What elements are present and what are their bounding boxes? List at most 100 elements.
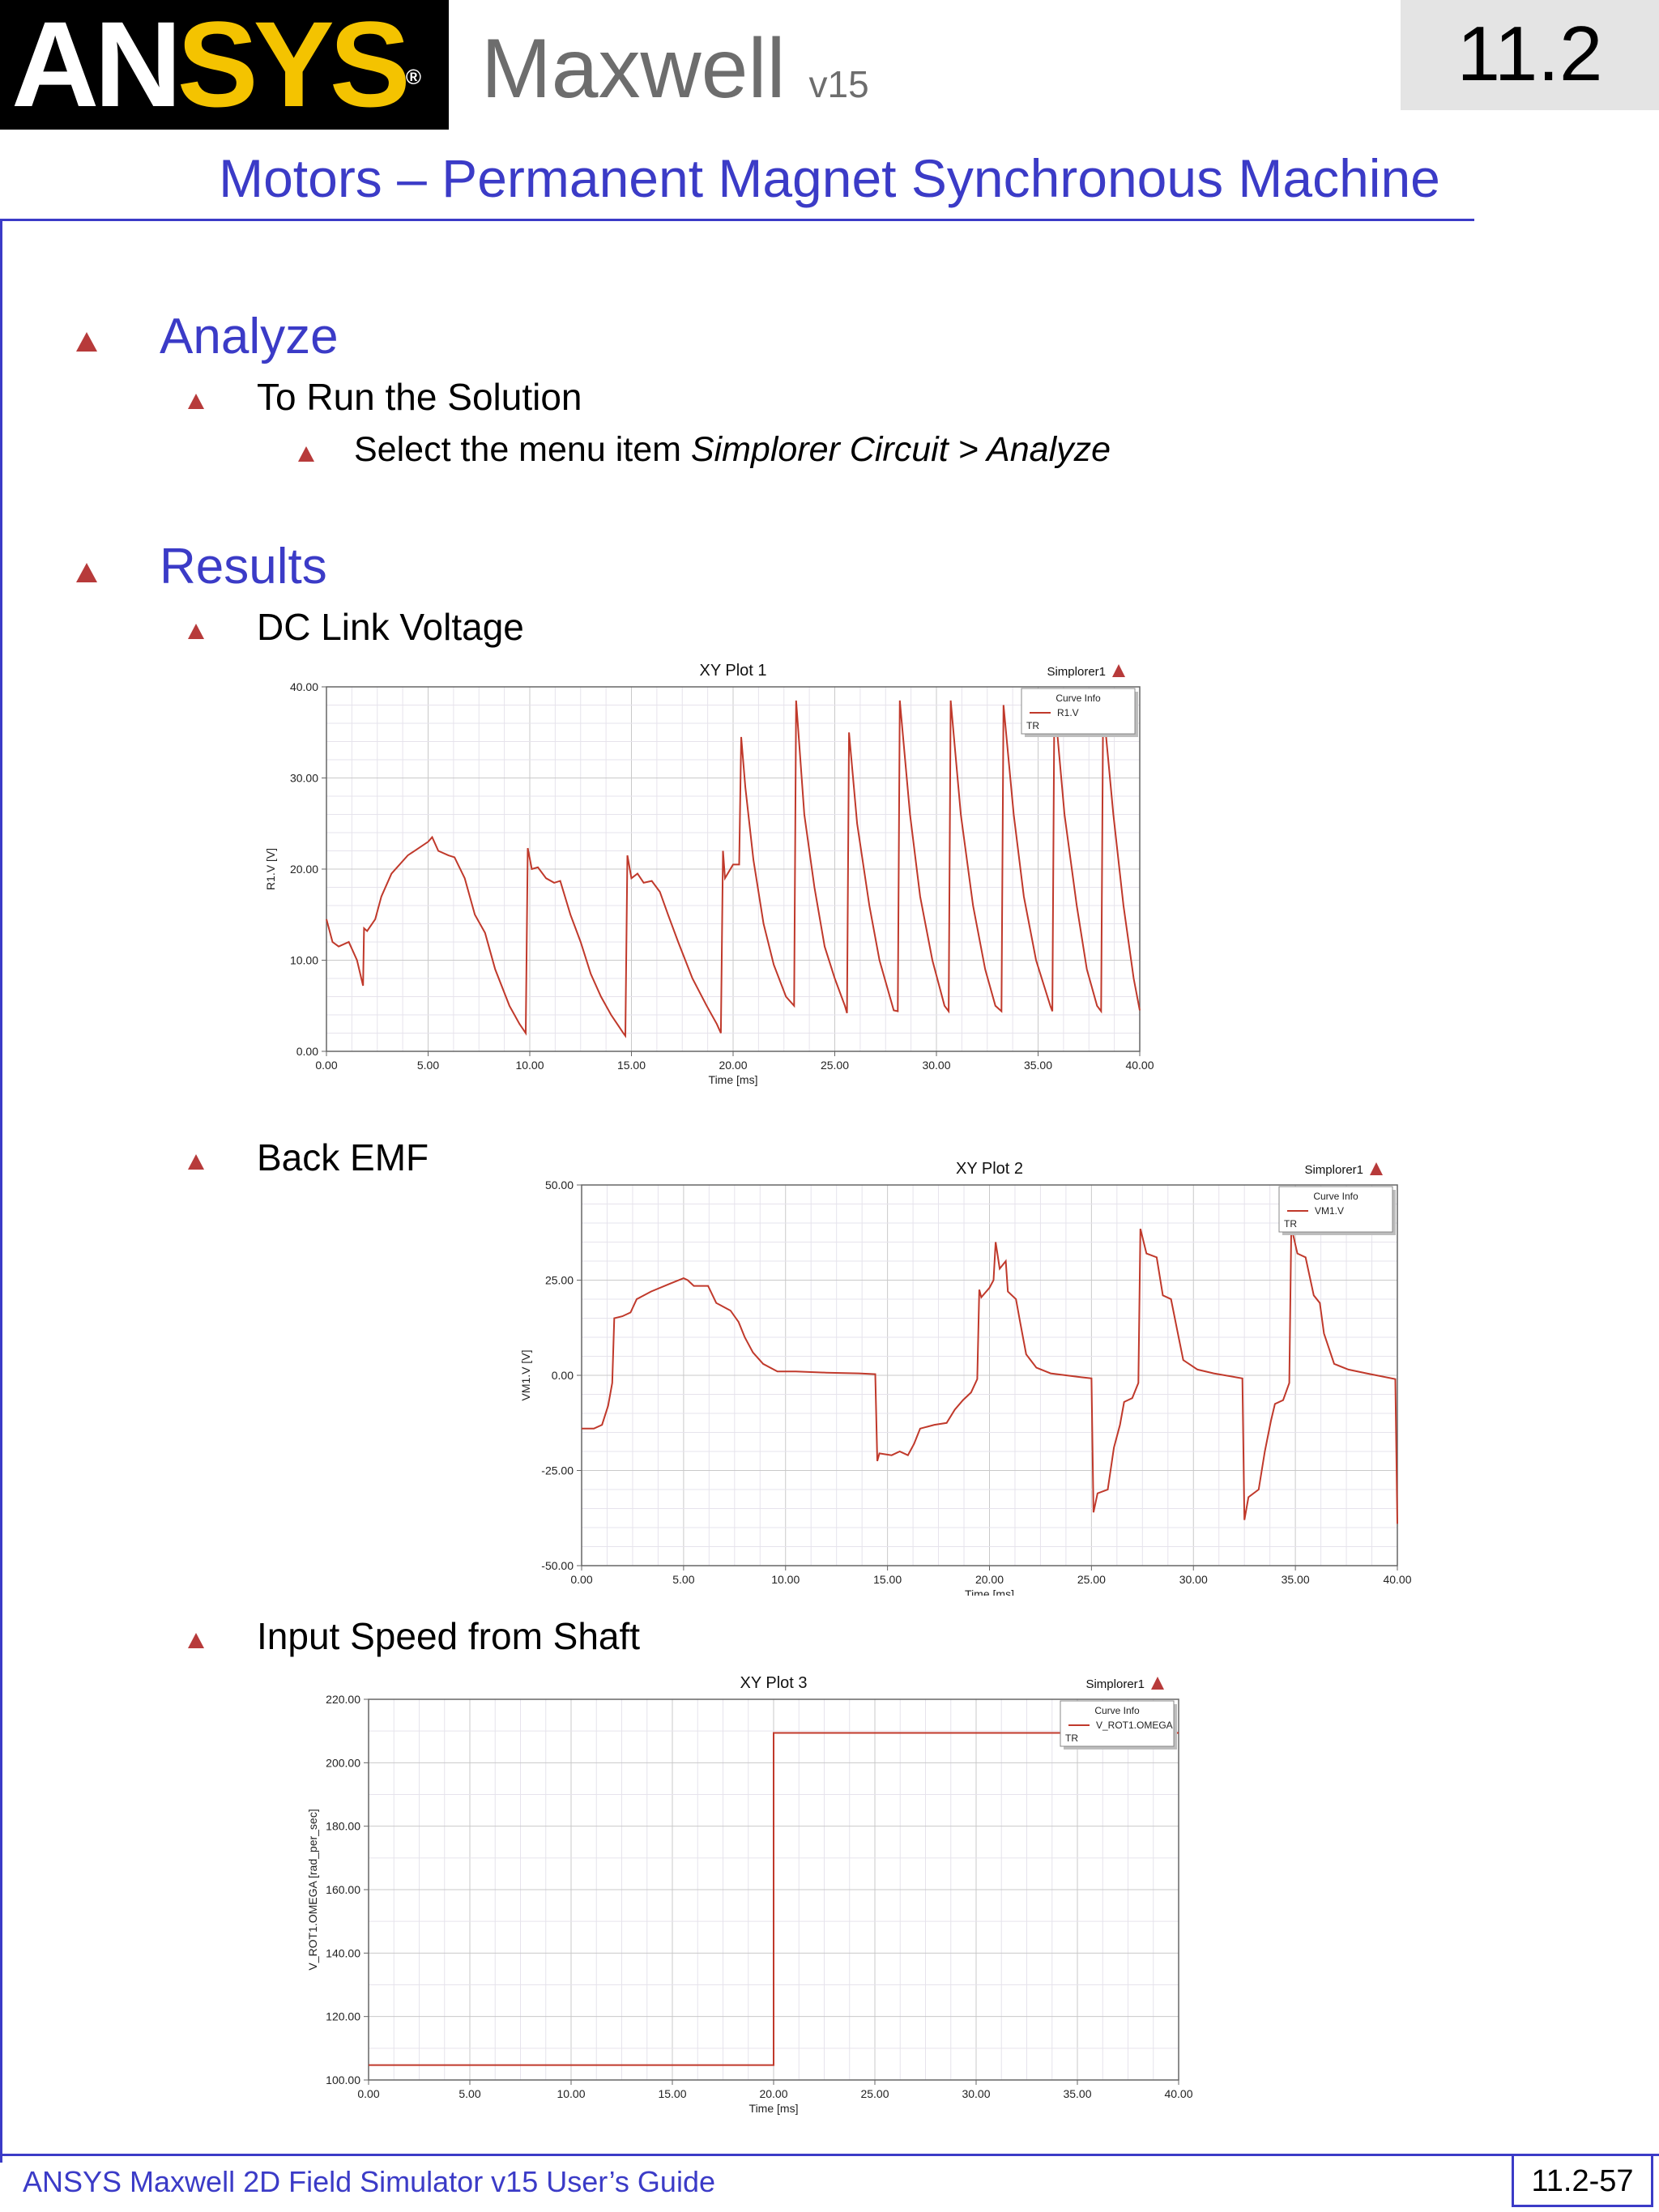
bullet-icon (188, 624, 204, 639)
x-axis-label: Time [ms] (749, 2102, 799, 2115)
y-tick-label: -50.00 (541, 1559, 574, 1572)
series-line (326, 700, 1141, 1038)
y-tick-label: 220.00 (326, 1693, 360, 1706)
y-tick-label: 50.00 (545, 1178, 574, 1191)
x-tick-label: 10.00 (515, 1059, 544, 1072)
x-tick-label: 30.00 (962, 2087, 990, 2100)
product-version: v15 (808, 63, 869, 105)
label-input-speed: Input Speed from Shaft (257, 1615, 641, 1657)
heading-results: Results (160, 539, 327, 595)
ansoft-icon (1112, 664, 1125, 677)
x-tick-label: 20.00 (719, 1059, 747, 1072)
x-tick-label: 35.00 (1024, 1059, 1052, 1072)
x-tick-label: 15.00 (658, 2087, 686, 2100)
footer-rule (0, 2154, 1659, 2156)
legend-series-name: V_ROT1.OMEGA (1096, 1720, 1173, 1731)
bullet-icon (76, 563, 97, 582)
x-tick-label: 35.00 (1282, 1573, 1310, 1586)
chart-title: XY Plot 1 (699, 662, 766, 680)
y-tick-label: 160.00 (326, 1883, 360, 1896)
chart-title: XY Plot 3 (740, 1674, 807, 1692)
y-tick-label: 100.00 (326, 2073, 360, 2086)
bullet-icon (188, 1154, 204, 1170)
series-line (582, 1226, 1398, 1524)
legend-series-name: VM1.V (1315, 1205, 1344, 1217)
x-tick-label: 15.00 (873, 1573, 902, 1586)
y-tick-label: 30.00 (290, 772, 318, 785)
y-tick-label: 180.00 (326, 1820, 360, 1833)
ansoft-icon (1151, 1677, 1164, 1690)
legend-title: Curve Info (1313, 1191, 1358, 1202)
x-tick-label: 25.00 (1077, 1573, 1106, 1586)
x-tick-label: 0.00 (570, 1573, 592, 1586)
ansys-logo-text: ANSYS® (11, 0, 421, 132)
chart-title: XY Plot 2 (956, 1160, 1023, 1178)
heading-analyze: Analyze (160, 309, 339, 364)
x-tick-label: 5.00 (458, 2087, 480, 2100)
y-axis-label: R1.V [V] (264, 848, 277, 890)
y-tick-label: 200.00 (326, 1756, 360, 1769)
legend-tag: TR (1284, 1218, 1297, 1230)
product-name: Maxwell v15 (481, 22, 869, 116)
ansys-logo (0, 0, 449, 130)
x-tick-label: 0.00 (315, 1059, 337, 1072)
bullet-icon (76, 332, 97, 352)
section-box (1401, 0, 1659, 110)
y-tick-label: 140.00 (326, 1946, 360, 1959)
x-tick-label: 30.00 (922, 1059, 950, 1072)
x-tick-label: 15.00 (617, 1059, 646, 1072)
ansoft-icon (1370, 1162, 1383, 1175)
bullet-icon (188, 1633, 204, 1648)
y-tick-label: 0.00 (296, 1045, 318, 1058)
y-tick-label: 10.00 (290, 954, 318, 967)
chart-source: Simplorer1 (1047, 665, 1106, 679)
x-tick-label: 0.00 (357, 2087, 379, 2100)
subheading-run-solution: To Run the Solution (257, 376, 582, 418)
bullet-icon (188, 394, 204, 409)
y-axis-label: VM1.V [V] (519, 1349, 532, 1400)
legend-box (1278, 1186, 1393, 1233)
footer-guide-title: ANSYS Maxwell 2D Field Simulator v15 Use… (23, 2165, 715, 2198)
legend-title: Curve Info (1056, 693, 1101, 704)
x-tick-label: 40.00 (1125, 1059, 1154, 1072)
instruction-text: Select the menu item Simplorer Circuit >… (354, 430, 1111, 469)
legend-tag: TR (1026, 720, 1039, 731)
xy-plot-1: 0.00 5.00 10.00 15.00 20.00 25.00 30.00 35.00 40… (264, 662, 1154, 1086)
chart-source: Simplorer1 (1085, 1677, 1145, 1691)
page-number: 11.2-57 (1531, 2164, 1634, 2198)
page-number-box (1512, 2154, 1653, 2207)
x-tick-label: 25.00 (860, 2087, 889, 2100)
chart-source: Simplorer1 (1304, 1163, 1363, 1177)
y-tick-label: 0.00 (552, 1369, 574, 1382)
section-number: 11.2 (1456, 11, 1603, 97)
xy-plot-2: 0.00 5.00 10.00 15.00 20.00 25.00 30.00 35.00 40… (519, 1160, 1412, 1596)
x-tick-label: 35.00 (1063, 2087, 1091, 2100)
left-rule (0, 219, 2, 2163)
title-rule (0, 219, 1474, 221)
x-tick-label: 5.00 (417, 1059, 439, 1072)
x-tick-label: 20.00 (975, 1573, 1004, 1586)
page-title: Motors – Permanent Magnet Synchronous Ma… (219, 148, 1440, 208)
legend-box (1060, 1700, 1175, 1747)
series-line (369, 1732, 1179, 2066)
legend-box (1021, 688, 1136, 735)
x-axis-label: Time [ms] (965, 1588, 1014, 1596)
y-tick-label: 20.00 (290, 863, 318, 876)
label-back-emf: Back EMF (257, 1136, 429, 1178)
label-dc-link-voltage: DC Link Voltage (257, 606, 524, 648)
x-tick-label: 20.00 (759, 2087, 787, 2100)
bullet-icon (298, 446, 314, 462)
x-tick-label: 30.00 (1179, 1573, 1208, 1586)
legend-series-name: R1.V (1057, 707, 1079, 718)
legend-tag: TR (1065, 1733, 1078, 1744)
x-tick-label: 40.00 (1164, 2087, 1192, 2100)
y-axis-label: V_ROT1.OMEGA [rad_per_sec] (306, 1809, 319, 1970)
y-tick-label: 40.00 (290, 680, 318, 693)
y-tick-label: -25.00 (541, 1464, 574, 1477)
x-tick-label: 10.00 (771, 1573, 800, 1586)
xy-plot-3: 0.00 5.00 10.00 15.00 20.00 25.00 30.00 35.00 40… (306, 1674, 1193, 2115)
y-tick-label: 25.00 (545, 1274, 574, 1287)
legend-title: Curve Info (1094, 1705, 1140, 1716)
x-tick-label: 5.00 (672, 1573, 694, 1586)
x-tick-label: 10.00 (557, 2087, 585, 2100)
